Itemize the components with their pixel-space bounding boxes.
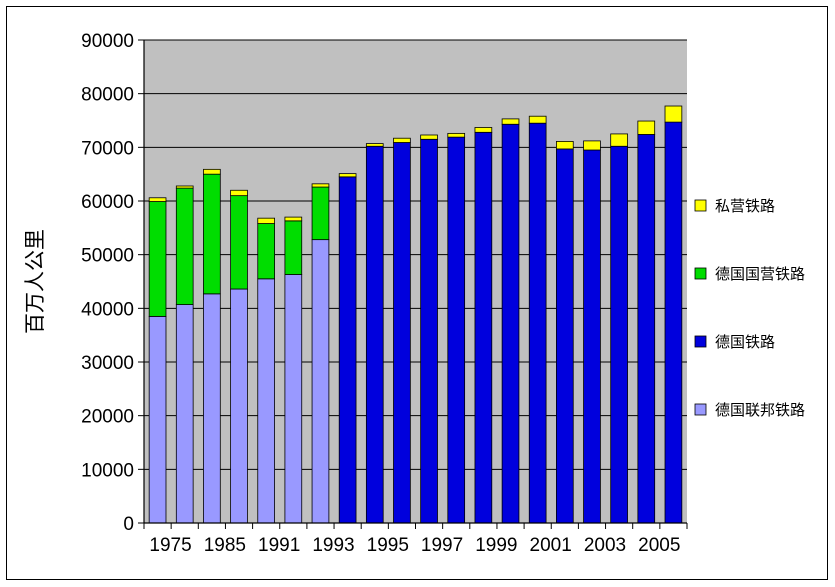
bar-segment: [230, 288, 248, 524]
x-tick-label: 1997: [421, 535, 463, 556]
bar-segment: [583, 140, 601, 151]
y-tick-label: 90000: [81, 31, 134, 52]
y-tick-label: 60000: [81, 192, 134, 213]
x-tick-label: 2003: [584, 535, 626, 556]
bar-segment: [284, 220, 303, 275]
bar-segment: [637, 120, 656, 135]
bar-segment: [311, 239, 330, 524]
y-tick-label: 40000: [81, 299, 134, 320]
x-tick-label: 1995: [367, 535, 409, 556]
x-tick-labels: 1975 1985 1991 1993 1995 1997 1999 2001 2003 2005: [149, 535, 680, 556]
bar-segment: [420, 138, 438, 524]
legend-swatch: [694, 199, 707, 212]
bar-segment: [393, 142, 411, 524]
bar-segment: [637, 134, 656, 524]
legend-label: 私营铁路: [715, 197, 775, 215]
x-tick-label: 1991: [258, 535, 300, 556]
bar-segment: [311, 186, 330, 241]
bar-segment: [393, 137, 411, 143]
x-tick-label: 2005: [638, 535, 680, 556]
chart-frame: 0 10000 20000 30000 40000 50000 60000 70000 8000…: [6, 6, 828, 580]
bar-segment: [148, 201, 167, 317]
bar-segment: [365, 145, 384, 524]
bar-segment: [556, 148, 574, 524]
bar-segment: [257, 278, 275, 524]
y-tick-label: 30000: [81, 353, 134, 374]
legend-swatch: [694, 267, 707, 280]
bar-segment: [175, 304, 194, 524]
bar-segment: [175, 187, 194, 305]
bar-segment: [175, 185, 194, 189]
y-tick-label: 70000: [81, 138, 134, 159]
y-tick-labels: 0 10000 20000 30000 40000 50000 60000 70000 8000…: [81, 31, 134, 535]
bar-segment: [257, 223, 275, 280]
y-tick-label: 80000: [81, 85, 134, 106]
bars: [148, 105, 683, 524]
bar-segment: [528, 122, 547, 524]
bar-segment: [583, 149, 601, 524]
bar-segment: [257, 217, 275, 224]
legend-label: 德国联邦铁路: [715, 401, 805, 419]
bar-segment: [447, 132, 466, 138]
y-tick-label: 50000: [81, 246, 134, 267]
bar-segment: [610, 133, 628, 147]
bar-segment: [203, 168, 221, 175]
y-tick-label: 10000: [81, 460, 134, 481]
bar-segment: [610, 145, 628, 524]
y-tick-label: 0: [123, 514, 134, 535]
bar-segment: [474, 127, 493, 133]
bar-segment: [203, 293, 221, 524]
bar-segment: [556, 141, 574, 150]
bar-segment: [447, 136, 466, 524]
bar-segment: [664, 105, 683, 123]
legend-swatch: [694, 335, 707, 348]
bar-segment: [284, 274, 303, 524]
bar-segment: [365, 143, 384, 147]
plot-area: [144, 40, 687, 523]
y-axis-label: 百万人公里: [23, 229, 47, 334]
bar-segment: [148, 197, 167, 202]
stacked-bar-chart: 0 10000 20000 30000 40000 50000 60000 70000 8000…: [23, 31, 805, 556]
x-tick-label: 1993: [312, 535, 354, 556]
bar-segment: [230, 195, 248, 290]
bar-segment: [338, 173, 357, 178]
bar-segment: [338, 176, 357, 524]
bar-segment: [474, 131, 493, 524]
x-tick-label: 2001: [530, 535, 572, 556]
bar-segment: [501, 118, 520, 125]
bar-segment: [420, 134, 438, 140]
y-tick-label: 20000: [81, 407, 134, 428]
x-tick-label: 1975: [149, 535, 191, 556]
legend-label: 德国国营铁路: [715, 265, 805, 283]
bar-segment: [284, 216, 303, 222]
legend-swatch: [694, 403, 707, 416]
bar-segment: [664, 121, 683, 524]
bar-segment: [501, 123, 520, 524]
bar-segment: [311, 183, 330, 188]
x-tick-label: 1985: [204, 535, 246, 556]
bar-segment: [528, 115, 547, 124]
legend-label: 德国铁路: [715, 333, 775, 351]
x-tick-label: 1999: [475, 535, 517, 556]
bar-segment: [230, 189, 248, 197]
axes: [143, 40, 688, 529]
bar-segment: [203, 173, 221, 295]
bar-segment: [148, 315, 167, 524]
